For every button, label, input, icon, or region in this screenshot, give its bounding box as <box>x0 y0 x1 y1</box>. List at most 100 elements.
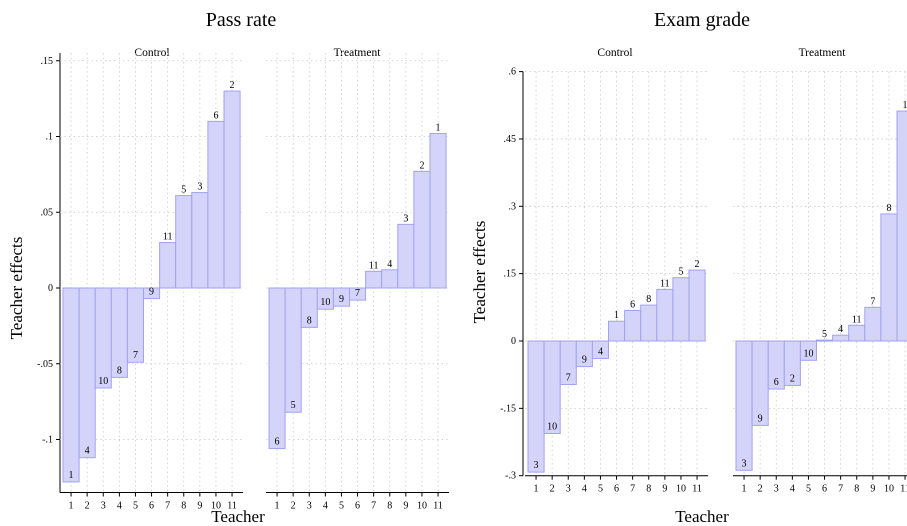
y-tick-label: -.3 <box>505 471 516 482</box>
x-tick-label: 6 <box>614 484 619 495</box>
bar-data-label: 2 <box>230 80 235 91</box>
bar-data-label: 7 <box>133 350 138 361</box>
bar-data-label: 2 <box>419 160 424 171</box>
bar-data-label: 6 <box>630 299 635 310</box>
y-tick-label: -.05 <box>37 359 53 370</box>
x-tick-label: 6 <box>149 501 154 512</box>
bar-data-label: 4 <box>838 324 843 335</box>
bar <box>817 340 833 341</box>
bar-data-label: 7 <box>355 288 360 299</box>
bar-data-label: 8 <box>646 294 651 305</box>
bar <box>528 341 544 472</box>
x-tick-label: 2 <box>85 501 90 512</box>
bar <box>224 91 240 288</box>
bar <box>849 325 865 341</box>
bar <box>736 341 752 470</box>
bar <box>897 111 907 341</box>
x-tick-label: 8 <box>387 501 392 512</box>
x-tick-label: 6 <box>355 501 360 512</box>
x-tick-label: 11 <box>692 484 702 495</box>
x-tick-label: 8 <box>854 484 859 495</box>
bar-data-label: 11 <box>369 260 379 271</box>
x-tick-label: 4 <box>323 501 328 512</box>
x-tick-label: 2 <box>291 501 296 512</box>
y-tick-label: .6 <box>509 67 517 78</box>
y-tick-label: .05 <box>41 207 54 218</box>
bar-data-label: 4 <box>598 347 603 358</box>
chart-b-y-axis: .6.45.3.150-.15-.3 <box>500 67 523 482</box>
x-tick-label: 11 <box>227 501 237 512</box>
x-tick-label: 4 <box>117 501 122 512</box>
x-tick-label: 7 <box>165 501 170 512</box>
bar-data-label: 6 <box>275 437 280 448</box>
bar-data-label: 2 <box>790 373 795 384</box>
chart-b-ylabel: Teacher effects <box>470 221 489 324</box>
y-tick-label: 0 <box>48 283 53 294</box>
y-tick-label: -.15 <box>500 403 516 414</box>
bar-data-label: 5 <box>181 185 186 196</box>
bar-data-label: 3 <box>197 182 202 193</box>
bar-data-label: 11 <box>852 314 862 325</box>
x-tick-label: 9 <box>403 501 408 512</box>
bar <box>657 289 673 341</box>
bar-data-label: 10 <box>98 376 108 387</box>
chart-a-control-subtitle: Control <box>134 47 169 59</box>
bar <box>625 310 641 341</box>
bar <box>79 288 95 458</box>
chart-b-treatment-panel: 31926324105564711879810111 <box>733 72 907 495</box>
x-tick-label: 1 <box>275 501 280 512</box>
bar-data-label: 11 <box>163 232 173 243</box>
x-tick-label: 5 <box>339 501 344 512</box>
bar-data-label: 3 <box>534 460 539 471</box>
bar-data-label: 4 <box>387 259 392 270</box>
x-tick-label: 9 <box>662 484 667 495</box>
x-tick-label: 5 <box>598 484 603 495</box>
bar <box>160 243 176 288</box>
x-tick-label: 7 <box>838 484 843 495</box>
bar-data-label: 3 <box>403 213 408 224</box>
bar <box>689 270 705 341</box>
bar-data-label: 5 <box>822 329 827 340</box>
x-tick-label: 3 <box>566 484 571 495</box>
bar <box>176 196 192 288</box>
chart-b-treatment-subtitle: Treatment <box>799 47 847 59</box>
bar-data-label: 8 <box>307 315 312 326</box>
x-tick-label: 1 <box>742 484 747 495</box>
bar <box>881 214 897 341</box>
x-tick-label: 2 <box>758 484 763 495</box>
bar-data-label: 6 <box>213 110 218 121</box>
x-tick-label: 8 <box>181 501 186 512</box>
chart-b-xlabel: Teacher <box>675 507 729 526</box>
bar <box>269 288 285 449</box>
bar-data-label: 6 <box>774 377 779 388</box>
bar-data-label: 9 <box>758 413 763 424</box>
bar <box>609 321 625 341</box>
bar-data-label: 8 <box>117 365 122 376</box>
y-tick-label: .15 <box>41 56 54 67</box>
chart-a-treatment-subtitle: Treatment <box>334 47 382 59</box>
bar <box>111 288 127 377</box>
x-tick-label: 3 <box>101 501 106 512</box>
chart-a-y-axis: .15 .1 .05 0 -.05 -.1 <box>37 53 60 492</box>
bar-data-label: 1 <box>436 122 441 133</box>
chart-b-title: Exam grade <box>654 9 750 31</box>
bar-data-label: 10 <box>320 297 330 308</box>
x-tick-label: 10 <box>417 501 427 512</box>
bar <box>414 171 430 288</box>
y-tick-label: .3 <box>509 201 517 212</box>
x-tick-label: 7 <box>371 501 376 512</box>
bar-data-label: 4 <box>85 446 90 457</box>
x-tick-label: 5 <box>133 501 138 512</box>
bar <box>285 288 301 412</box>
x-tick-label: 4 <box>790 484 795 495</box>
bar-data-label: 9 <box>339 294 344 305</box>
y-tick-label: -.1 <box>42 435 53 446</box>
bar-data-label: 2 <box>695 259 700 270</box>
bar <box>382 270 398 288</box>
bar-data-label: 5 <box>678 267 683 278</box>
x-tick-label: 3 <box>774 484 779 495</box>
